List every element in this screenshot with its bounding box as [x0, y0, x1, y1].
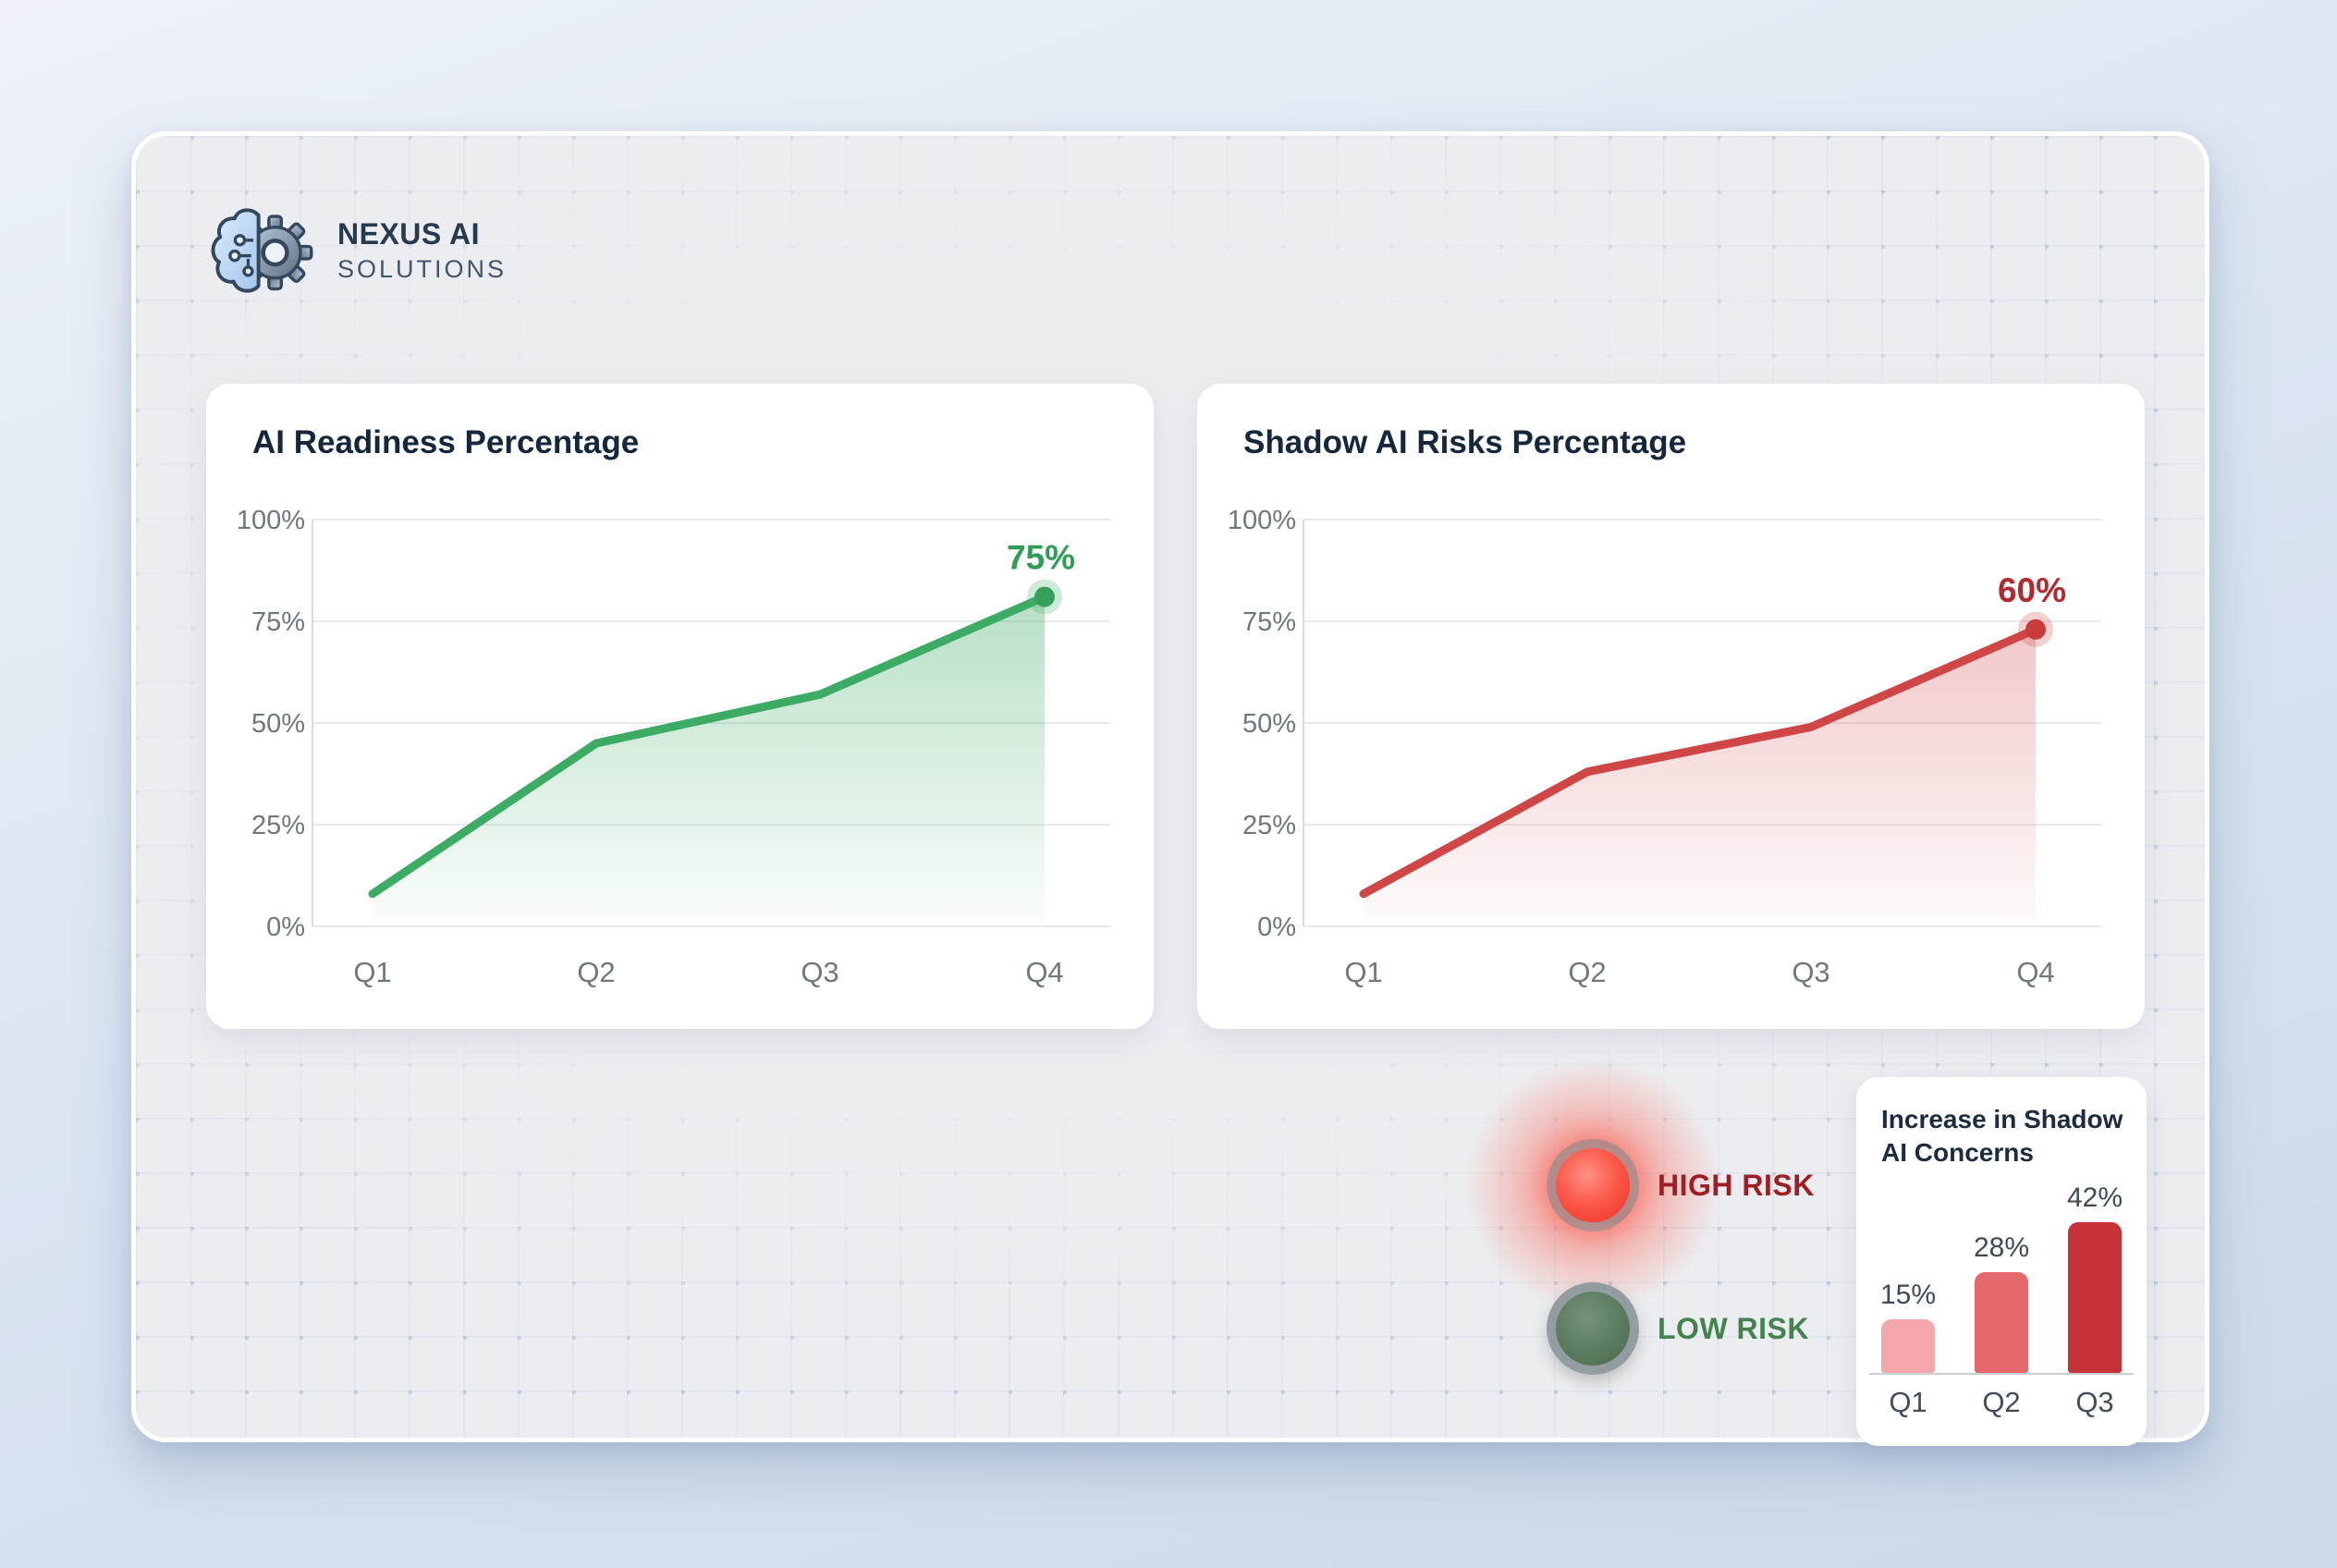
bar-value-label: 15% [1879, 1280, 1937, 1310]
x-tick-label: Q4 [2016, 956, 2054, 988]
logo-subtitle: SOLUTIONS [337, 255, 508, 283]
trend-line [368, 593, 1049, 899]
bar-chart-categories: Q1 Q2 Q3 [1881, 1386, 2122, 1419]
ai-readiness-chart-card: AI Readiness Percentage 0% 25% 50% 75% 100% Q… [206, 384, 1154, 1029]
shadow-ai-risks-chart-card: Shadow AI Risks Percentage 0% 25% 50% 75% 10… [1197, 384, 2145, 1029]
y-tick-label: 0% [1257, 913, 1296, 942]
x-tick-label: Q3 [801, 956, 838, 988]
bar-chart-bars: 15% 28% 42% [1879, 1170, 2123, 1373]
bar-category-label: Q3 [2075, 1386, 2114, 1418]
bar-category-label: Q2 [1982, 1386, 2021, 1418]
bar-chart-baseline [1869, 1373, 2134, 1375]
main-dashboard-card: NEXUS AI SOLUTIONS AI Readiness Percenta… [131, 131, 2209, 1446]
logo: NEXUS AI SOLUTIONS [210, 199, 507, 302]
bar [1975, 1272, 2028, 1373]
bar-value-label: 28% [1973, 1232, 2030, 1263]
bar-value-label: 42% [2066, 1182, 2123, 1213]
end-dot [1034, 586, 1055, 607]
bar-category-label: Q1 [1889, 1386, 1927, 1418]
logo-text: NEXUS AI SOLUTIONS [337, 217, 507, 284]
bar-column: 42% [2066, 1182, 2123, 1373]
x-tick-label: Q3 [1792, 956, 1829, 988]
low-risk-label: LOW RISK [1658, 1312, 1809, 1345]
ai-readiness-chart-title: AI Readiness Percentage [252, 424, 640, 460]
end-value-label: 75% [1007, 539, 1075, 577]
shadow-ai-risks-line-chart: 0% 25% 50% 75% 100% Q1 Q2 Q3 Q4 60% [1228, 506, 2101, 988]
bar-column: 15% [1879, 1280, 1937, 1373]
y-tick-label: 75% [251, 607, 305, 637]
y-tick-label: 100% [237, 506, 305, 535]
x-tick-label: Q4 [1025, 956, 1063, 988]
y-tick-label: 25% [1242, 811, 1296, 840]
brain-gear-icon [211, 208, 313, 293]
end-dot [2025, 619, 2046, 640]
bar [1881, 1319, 1935, 1373]
x-tick-label: Q1 [353, 956, 391, 988]
bar-column: 28% [1973, 1232, 2030, 1373]
y-tick-label: 50% [251, 709, 305, 739]
y-tick-label: 75% [1242, 607, 1296, 637]
bar [2068, 1222, 2122, 1373]
x-tick-label: Q2 [1568, 956, 1606, 988]
high-risk-label: HIGH RISK [1658, 1169, 1815, 1202]
shadow-ai-concerns-bar-card: Increase in Shadow AI Concerns 15% 28% 42%… [1856, 1077, 2147, 1446]
bar-chart-title: Increase in Shadow AI Concerns [1881, 1105, 2123, 1167]
ai-readiness-line-chart: 0% 25% 50% 75% 100% Q1 Q2 Q3 Q4 75% [237, 506, 1110, 988]
y-tick-label: 25% [251, 811, 305, 840]
high-risk-light-icon [1547, 1139, 1639, 1231]
y-tick-label: 50% [1242, 709, 1296, 739]
shadow-ai-risks-chart-title: Shadow AI Risks Percentage [1243, 424, 1687, 460]
y-tick-label: 0% [266, 913, 305, 942]
y-tick-label: 100% [1228, 506, 1296, 535]
end-value-label: 60% [1998, 571, 2066, 609]
trend-line [1359, 625, 2040, 899]
area-fill [373, 596, 1045, 926]
x-tick-label: Q1 [1344, 956, 1382, 988]
logo-title: NEXUS AI [337, 217, 480, 251]
low-risk-light-icon [1547, 1282, 1639, 1375]
x-tick-label: Q2 [577, 956, 615, 988]
